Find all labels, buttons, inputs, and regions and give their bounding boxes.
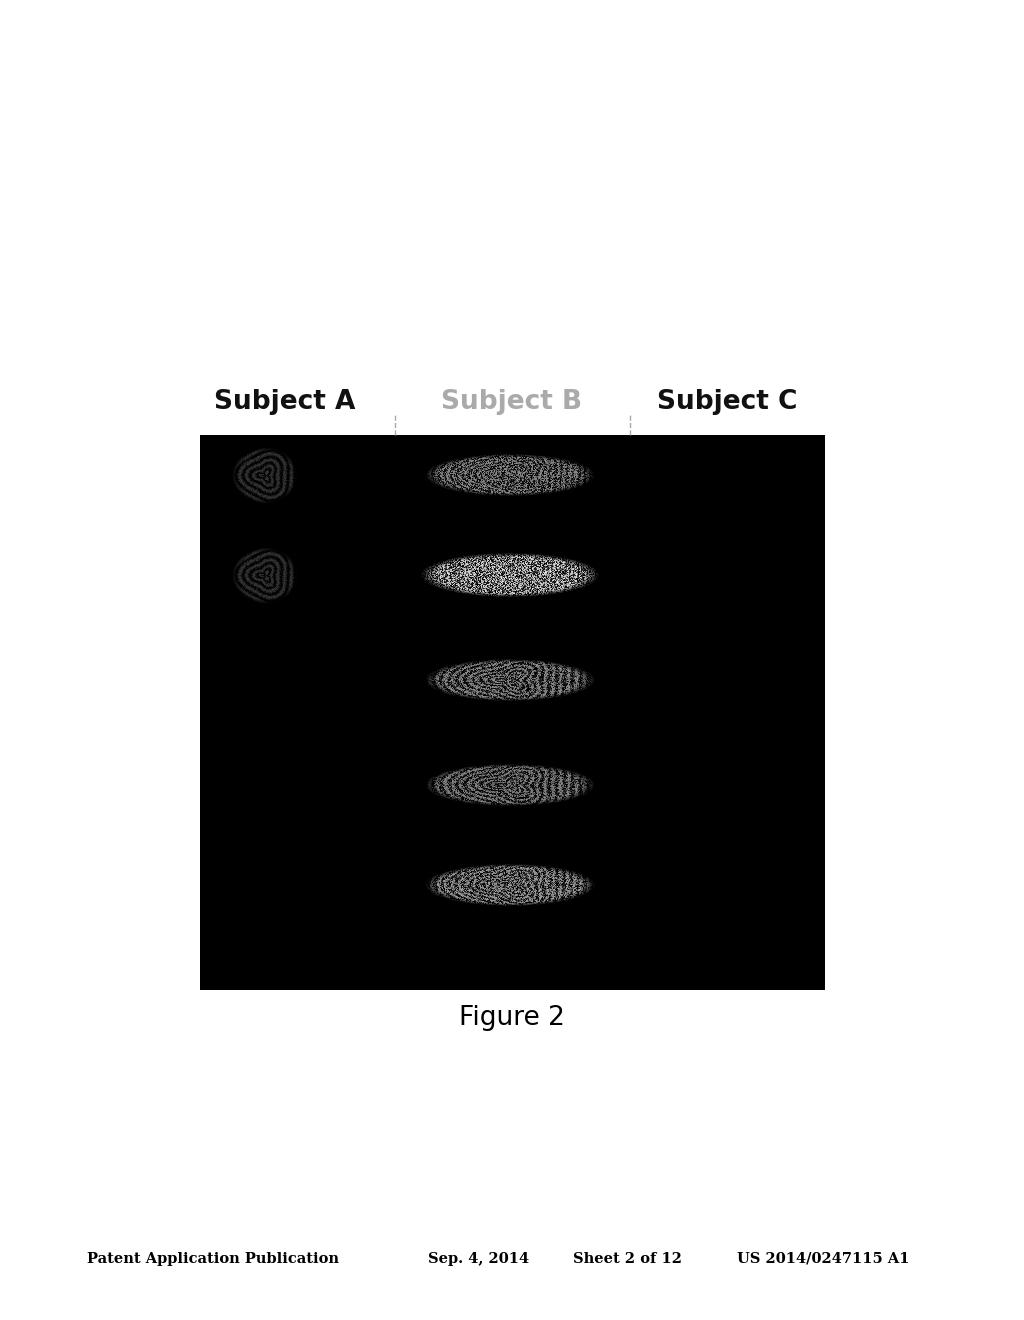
Text: Figure 2: Figure 2 [459,1005,565,1031]
Text: Subject B: Subject B [441,389,583,414]
Text: Subject C: Subject C [656,389,798,414]
Text: Subject A: Subject A [214,389,355,414]
Text: Sheet 2 of 12: Sheet 2 of 12 [573,1251,682,1266]
Text: US 2014/0247115 A1: US 2014/0247115 A1 [737,1251,909,1266]
Text: Patent Application Publication: Patent Application Publication [87,1251,339,1266]
Text: Sep. 4, 2014: Sep. 4, 2014 [428,1251,529,1266]
